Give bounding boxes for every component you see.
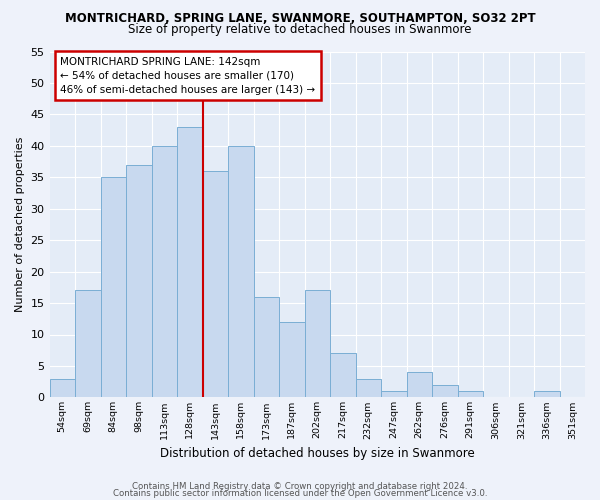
Bar: [279, 322, 305, 398]
Text: MONTRICHARD, SPRING LANE, SWANMORE, SOUTHAMPTON, SO32 2PT: MONTRICHARD, SPRING LANE, SWANMORE, SOUT…: [65, 12, 535, 26]
Bar: [305, 290, 330, 398]
Bar: [458, 391, 483, 398]
Bar: [432, 385, 458, 398]
Text: Contains HM Land Registry data © Crown copyright and database right 2024.: Contains HM Land Registry data © Crown c…: [132, 482, 468, 491]
Bar: [126, 164, 152, 398]
Bar: [356, 378, 381, 398]
Text: Size of property relative to detached houses in Swanmore: Size of property relative to detached ho…: [128, 22, 472, 36]
X-axis label: Distribution of detached houses by size in Swanmore: Distribution of detached houses by size …: [160, 447, 475, 460]
Y-axis label: Number of detached properties: Number of detached properties: [15, 137, 25, 312]
Bar: [228, 146, 254, 398]
Bar: [177, 127, 203, 398]
Bar: [75, 290, 101, 398]
Bar: [254, 297, 279, 398]
Bar: [407, 372, 432, 398]
Bar: [381, 391, 407, 398]
Text: Contains public sector information licensed under the Open Government Licence v3: Contains public sector information licen…: [113, 489, 487, 498]
Bar: [203, 171, 228, 398]
Bar: [50, 378, 75, 398]
Bar: [101, 178, 126, 398]
Bar: [534, 391, 560, 398]
Bar: [330, 354, 356, 398]
Bar: [152, 146, 177, 398]
Text: MONTRICHARD SPRING LANE: 142sqm
← 54% of detached houses are smaller (170)
46% o: MONTRICHARD SPRING LANE: 142sqm ← 54% of…: [60, 56, 316, 94]
